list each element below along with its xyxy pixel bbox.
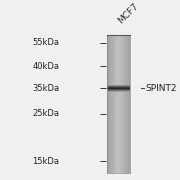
Bar xyxy=(107,89,130,90)
Bar xyxy=(107,86,130,87)
Bar xyxy=(107,85,130,86)
Text: 15kDa: 15kDa xyxy=(32,157,59,166)
Bar xyxy=(117,35,118,173)
Text: MCF7: MCF7 xyxy=(116,1,140,25)
Bar xyxy=(121,35,122,173)
Text: 55kDa: 55kDa xyxy=(32,38,59,47)
Bar xyxy=(109,35,110,173)
Bar xyxy=(128,35,129,173)
Bar xyxy=(126,35,127,173)
Bar xyxy=(115,35,116,173)
Bar xyxy=(114,35,115,173)
Bar xyxy=(111,35,112,173)
Bar xyxy=(116,35,117,173)
Bar xyxy=(112,35,113,173)
Text: 35kDa: 35kDa xyxy=(32,84,59,93)
Bar xyxy=(120,35,121,173)
Bar xyxy=(119,35,120,173)
Text: SPINT2: SPINT2 xyxy=(145,84,177,93)
Bar xyxy=(113,35,114,173)
Bar xyxy=(107,88,130,89)
Bar xyxy=(122,35,123,173)
Bar xyxy=(107,87,130,88)
Bar xyxy=(124,35,125,173)
Bar xyxy=(108,35,109,173)
Bar xyxy=(118,35,119,173)
Bar xyxy=(123,35,124,173)
Bar xyxy=(107,90,130,91)
Bar xyxy=(110,35,111,173)
Bar xyxy=(127,35,128,173)
Text: 40kDa: 40kDa xyxy=(32,62,59,71)
Bar xyxy=(107,91,130,92)
Text: 25kDa: 25kDa xyxy=(32,109,59,118)
Bar xyxy=(129,35,130,173)
Bar xyxy=(125,35,126,173)
Bar xyxy=(107,35,108,173)
